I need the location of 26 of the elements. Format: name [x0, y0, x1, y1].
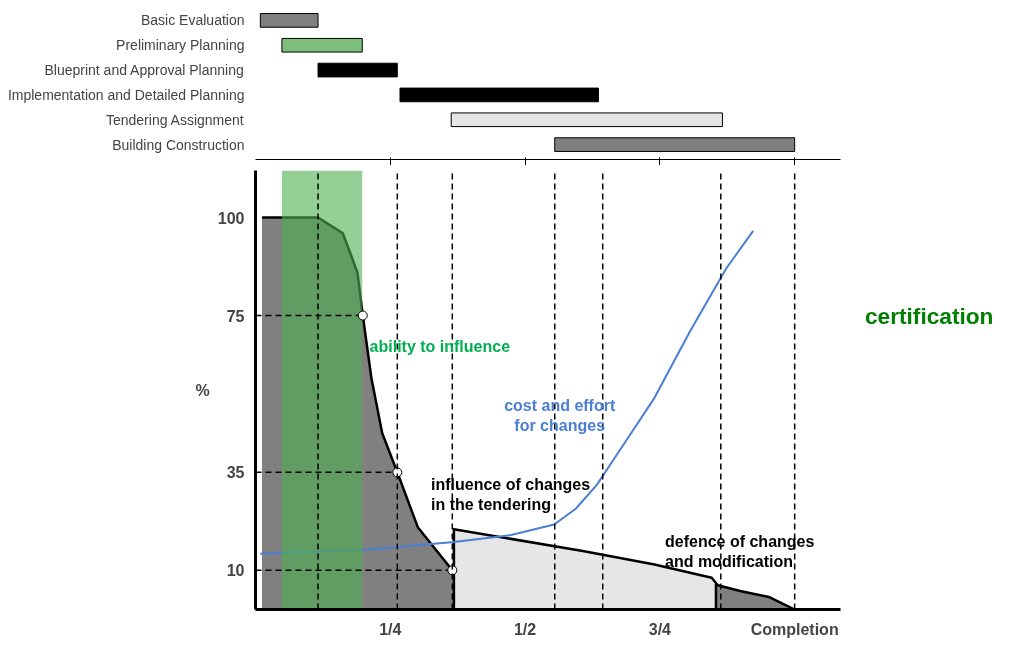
y-tick-label: 100: [217, 209, 245, 227]
x-tick-label: Completion: [750, 620, 839, 638]
y-tick-label: 75: [226, 307, 245, 325]
y-tick-label: Preliminary Planning: [116, 37, 245, 54]
annotation: ability to influence: [369, 337, 511, 355]
y-axis-title: %: [195, 381, 210, 399]
x-tick-label: 3/4: [648, 620, 672, 638]
y-tick-label: Tendering Assignment: [105, 111, 244, 128]
x-tick-label: 1/2: [513, 620, 537, 638]
annotation: influence of changes in the tendering: [431, 475, 591, 513]
bar: [399, 87, 599, 103]
y-tick-label: Basic Evaluation: [141, 12, 245, 29]
annotation: defence of changes and modification: [665, 532, 815, 570]
x-tick-label: 1/4: [379, 620, 402, 638]
y-tick-label: 35: [226, 464, 245, 482]
y-tick-label: Blueprint and Approval Planning: [44, 62, 244, 79]
y-tick-label: Building Construction: [112, 136, 245, 153]
bar: [259, 13, 319, 28]
y-tick-label: 10: [226, 562, 245, 580]
bar: [281, 37, 363, 53]
y-tick-label: Implementation and Detailed Planning: [7, 86, 245, 103]
bar: [450, 112, 723, 128]
annotation: cost and effort for changes: [504, 396, 616, 434]
text: certification: [865, 302, 994, 331]
bar: [317, 62, 398, 78]
bar: [554, 137, 796, 152]
